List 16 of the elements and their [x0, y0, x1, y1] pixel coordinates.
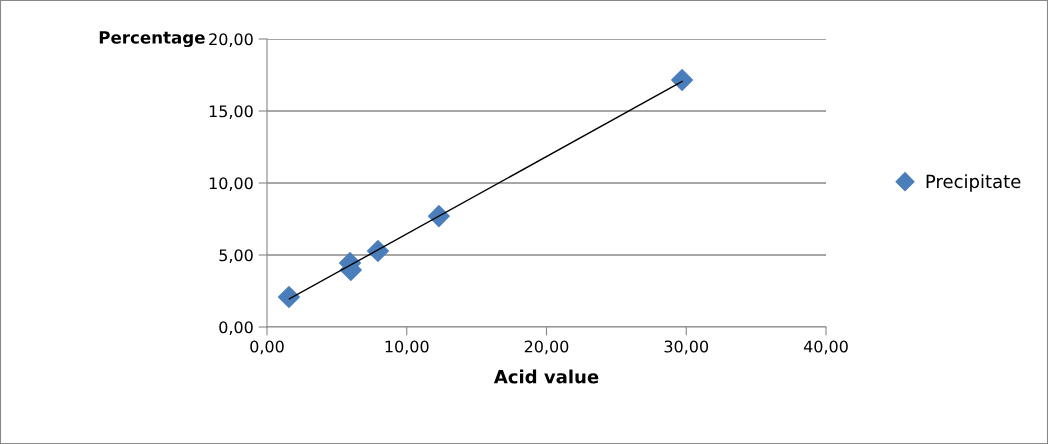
y-tick-label: 10,00 — [209, 177, 253, 191]
y-tick-label: 15,00 — [209, 105, 253, 119]
point — [671, 69, 694, 92]
y-tick-label: 20,00 — [209, 33, 253, 47]
point — [277, 286, 300, 309]
y-tick-label: 0,00 — [219, 321, 253, 335]
legend-label: Precipitate — [926, 174, 1021, 192]
point — [427, 205, 450, 228]
x-axis-title: Acid value — [493, 369, 599, 384]
x-tick-label: 30,00 — [664, 340, 709, 355]
y-tick-label: 5,00 — [219, 249, 253, 263]
x-tick-label: 20,00 — [524, 340, 569, 355]
x-tick-label: 0,00 — [250, 340, 284, 355]
x-tick-label: 10,00 — [385, 340, 429, 355]
x-tick-label: 40,00 — [803, 340, 848, 355]
y-axis-title: Percentage — [99, 31, 205, 48]
